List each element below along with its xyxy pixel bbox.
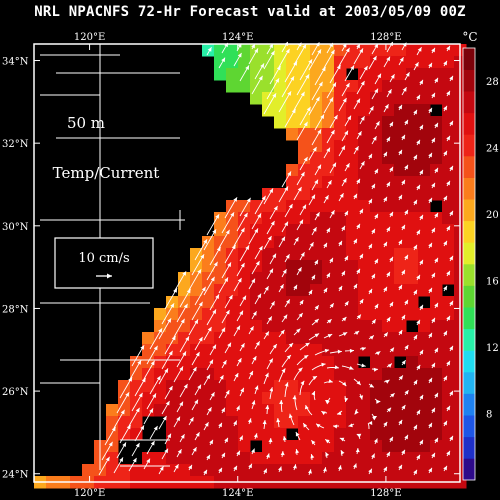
lat-tick: 24°N [2, 470, 29, 481]
colorbar-swatch [463, 307, 475, 330]
colorbar-swatch [463, 242, 475, 265]
lon-tick-bottom: 124°E [222, 488, 253, 499]
lat-tick: 28°N [2, 304, 29, 315]
colorbar-swatch [463, 458, 475, 481]
colorbar-tick-label: 20 [486, 210, 499, 221]
colorbar-swatch [463, 285, 475, 308]
map-title: NRL NPACNFS 72-Hr Forecast valid at 2003… [34, 4, 466, 20]
lat-tick: 30°N [2, 222, 29, 233]
colorbar-swatch [463, 177, 475, 200]
colorbar-swatch [463, 156, 475, 178]
axis-ticks: 120°E 120°E 124°E 124°E 128°E 128°E 34°N 32°N 30… [2, 32, 460, 499]
colorbar-swatch [463, 415, 475, 438]
legend-panel: 50 m Temp/Current 10 cm/s [40, 44, 185, 470]
current-vectors [98, 41, 454, 476]
colorbar: 28 24 20 16 12 8 [462, 47, 499, 481]
colorbar-swatch [463, 220, 475, 243]
colorbar-swatch [463, 436, 475, 459]
lon-tick-bottom: 128°E [370, 488, 401, 499]
colorbar-swatch [463, 328, 475, 351]
colorbar-swatch [463, 69, 475, 92]
colorbar-tick-label: 28 [486, 77, 499, 88]
colorbar-swatch [463, 264, 475, 286]
colorbar-tick-label: 24 [486, 144, 499, 155]
lon-tick-bottom: 120°E [74, 488, 105, 499]
vector-scale-arrowhead [107, 273, 112, 279]
depth-label: 50 m [67, 114, 105, 132]
colorbar-swatch [463, 48, 475, 70]
colorbar-swatch [463, 199, 475, 222]
colorbar-swatch [463, 112, 475, 135]
vector-scale-box [54, 237, 154, 289]
colorbar-tick-label: 8 [486, 410, 492, 421]
colorbar-tick-label: 12 [486, 343, 499, 354]
lat-tick: 34°N [2, 57, 29, 68]
colorbar-swatch [463, 393, 475, 416]
map-frame [33, 43, 461, 483]
colorbar-swatch [463, 350, 475, 373]
vector-scale-label: 10 cm/s [78, 251, 129, 266]
lon-tick-top: 120°E [74, 32, 105, 43]
unit-label: °C [462, 30, 477, 44]
colorbar-tick-label: 16 [486, 277, 499, 288]
colorbar-swatch [463, 372, 475, 394]
colorbar-swatch [463, 91, 475, 114]
lon-tick-top: 124°E [222, 32, 253, 43]
lat-tick: 32°N [2, 139, 29, 150]
lon-tick-top: 128°E [370, 32, 401, 43]
lat-tick: 26°N [2, 387, 29, 398]
colorbar-swatch [463, 134, 475, 157]
field-label: Temp/Current [53, 164, 160, 182]
